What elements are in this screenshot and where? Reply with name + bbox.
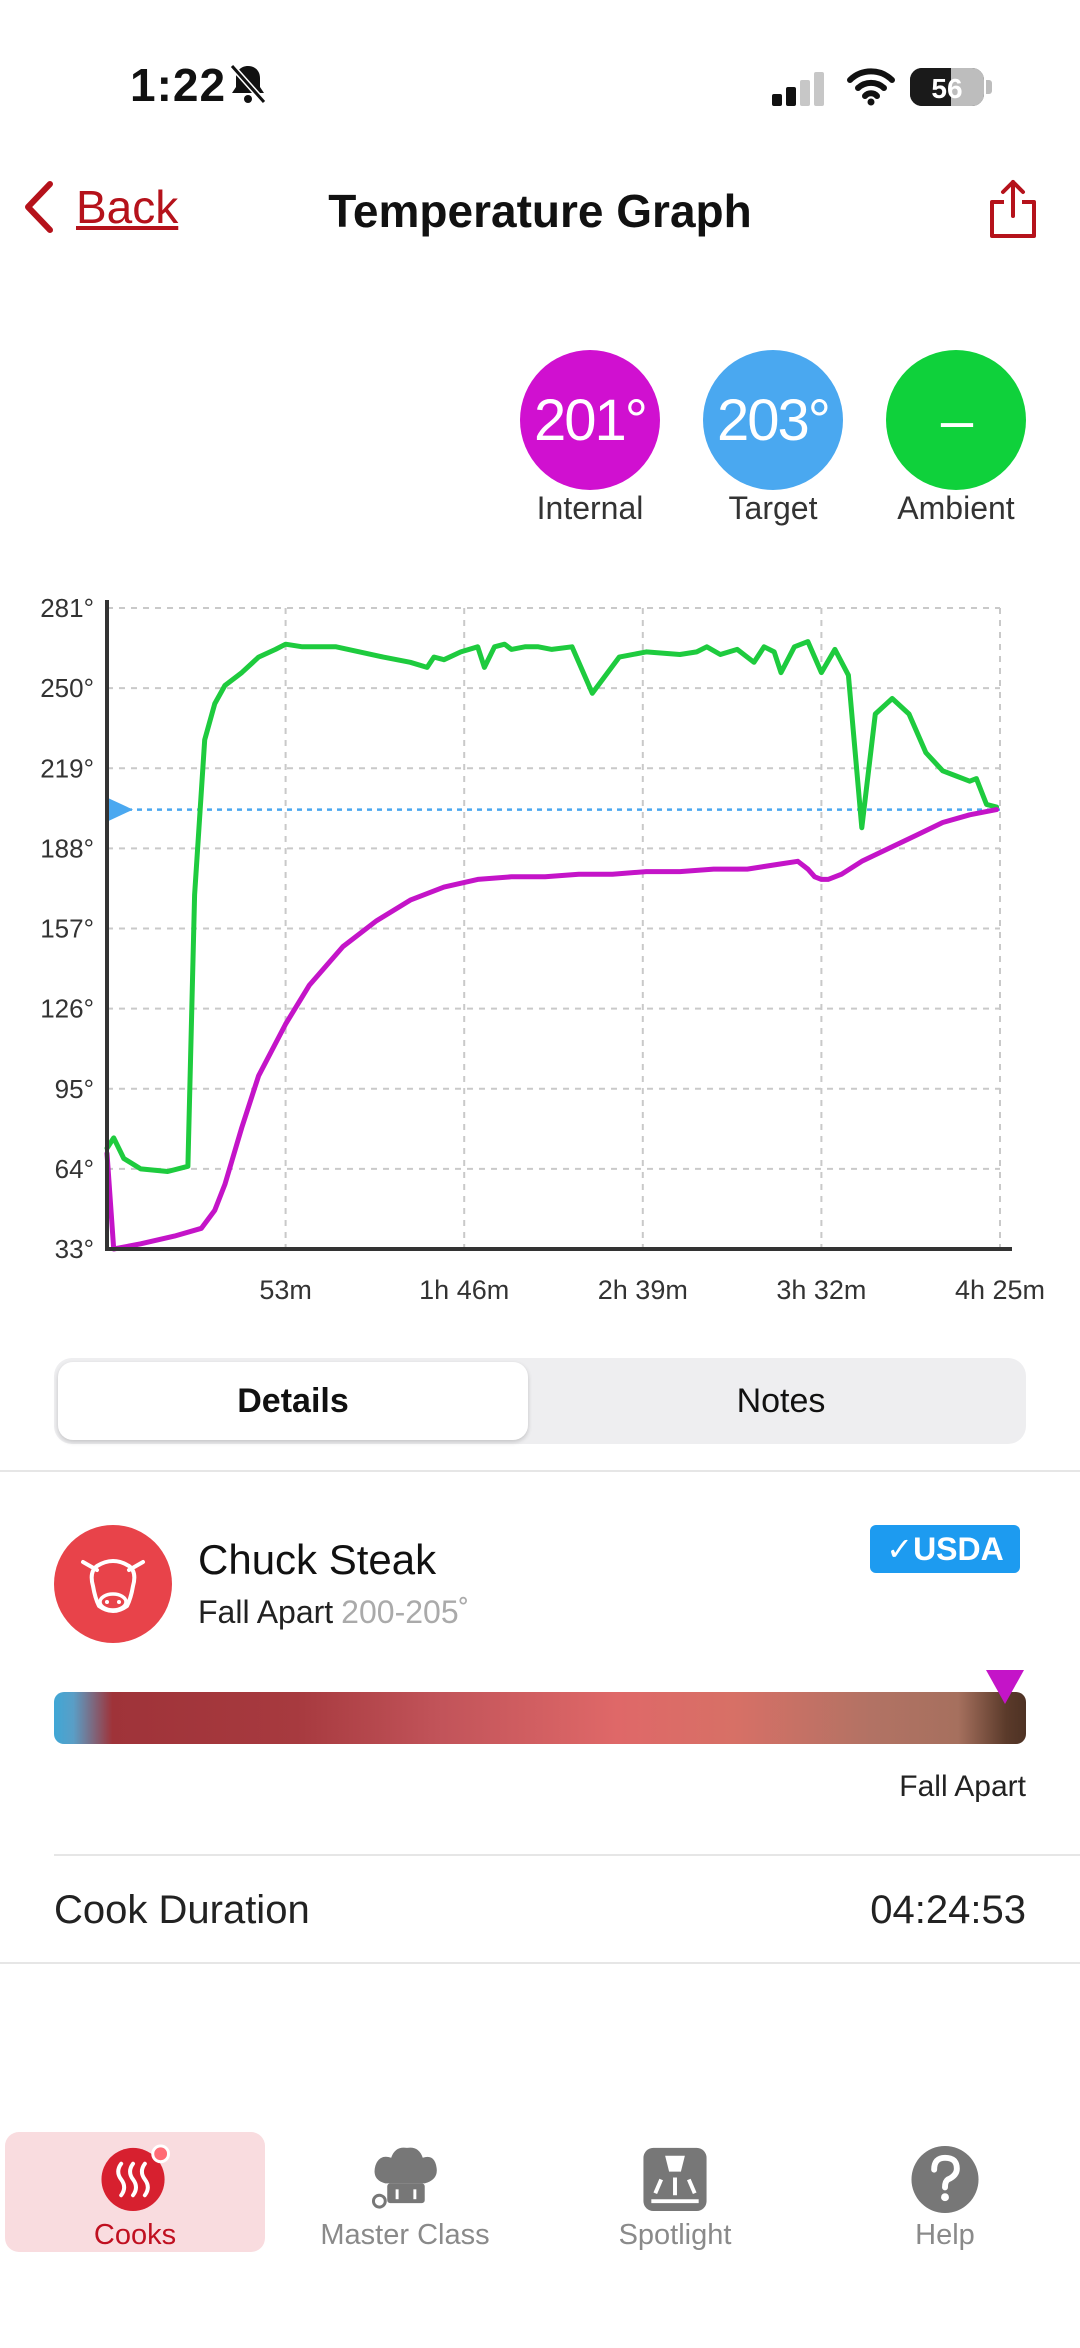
tabbar-spotlight-label: Spotlight [618, 2219, 732, 2251]
internal-temp-circle: 201° [520, 350, 660, 490]
divider [0, 1962, 1080, 1964]
y-tick-label: 188° [40, 833, 94, 863]
target-marker [105, 796, 133, 823]
temperature-chart: 281° 250° 219° 188° 157° 126° 95° 64° 33° 53m 1h … [40, 593, 1045, 1305]
x-tick-label: 53m [259, 1275, 312, 1305]
details-notes-segmented-control: Details Notes [54, 1358, 1026, 1444]
meat-name: Chuck Steak [198, 1536, 437, 1583]
back-label: Back [76, 181, 179, 233]
ambient-series-line [104, 639, 1000, 1174]
cook-duration-value: 04:24:53 [870, 1888, 1026, 1932]
internal-temp-value: 201° [534, 387, 648, 453]
y-tick-label: 281° [40, 593, 94, 623]
x-tick-label: 4h 25m [955, 1275, 1045, 1305]
y-tick-label: 219° [40, 753, 94, 783]
doneness-row: Fall Apart 200-205˚ [198, 1594, 469, 1631]
battery-cap [986, 80, 992, 94]
x-tick-label: 3h 32m [776, 1275, 866, 1305]
chevron-left-icon [25, 181, 53, 233]
back-button[interactable]: Back [22, 180, 178, 234]
y-tick-label: 33° [55, 1234, 94, 1264]
chart-grid [107, 607, 1001, 1249]
target-temp-value: 203° [717, 387, 831, 453]
doneness-label: Fall Apart [198, 1594, 334, 1630]
y-tick-label: 250° [40, 673, 94, 703]
battery-indicator: 56 [910, 68, 984, 106]
tabbar-master-class[interactable]: Master Class [275, 2132, 535, 2252]
wifi-icon [847, 68, 895, 106]
tabbar-cooks-label: Cooks [93, 2219, 177, 2251]
cellular-signal-icon [772, 72, 824, 106]
tabbar-master-class-label: Master Class [320, 2219, 490, 2251]
page-title: Temperature Graph [328, 185, 752, 237]
tabbar-spotlight[interactable]: Spotlight [545, 2132, 805, 2252]
ambient-temp-circle: – [886, 350, 1026, 490]
y-axis-ticks: 281° 250° 219° 188° 157° 126° 95° 64° 33° [40, 593, 94, 1264]
tabbar-help[interactable]: Help [815, 2132, 1075, 2252]
target-temp-label: Target [728, 490, 818, 526]
tab-notes[interactable]: Notes [736, 1381, 826, 1420]
meat-avatar [54, 1525, 172, 1643]
cow-icon [81, 1559, 145, 1613]
x-tick-label: 1h 46m [419, 1275, 509, 1305]
doneness-marker-label: Fall Apart [899, 1770, 1026, 1803]
battery-percentage: 56 [931, 73, 963, 104]
cook-duration-label: Cook Duration [54, 1888, 310, 1932]
internal-series-line [104, 807, 1000, 1252]
x-tick-label: 2h 39m [598, 1275, 688, 1305]
target-temp-circle: 203° [703, 350, 843, 490]
x-axis-ticks: 53m 1h 46m 2h 39m 3h 32m 4h 25m [259, 1275, 1045, 1305]
doneness-marker-icon [986, 1670, 1024, 1704]
usda-badge: ✓USDA [870, 1525, 1020, 1573]
target-line [105, 796, 1000, 823]
doneness-range: 200-205˚ [341, 1594, 470, 1630]
spotlight-icon [643, 2147, 707, 2212]
bell-slash-icon [229, 64, 267, 104]
ambient-temp-label: Ambient [897, 490, 1015, 526]
y-tick-label: 126° [40, 994, 94, 1024]
y-tick-label: 157° [40, 914, 94, 944]
chef-hat-icon [371, 2147, 437, 2209]
doneness-gradient-bar [54, 1692, 1026, 1744]
cooks-icon [101, 2144, 171, 2212]
help-icon [911, 2145, 979, 2213]
divider [54, 1854, 1080, 1856]
chart-series [104, 639, 1000, 1252]
ambient-temp-value: – [940, 387, 973, 453]
internal-temp-label: Internal [536, 490, 644, 526]
y-tick-label: 95° [55, 1074, 94, 1104]
share-icon[interactable] [986, 178, 1040, 240]
tabbar-cooks[interactable]: Cooks [5, 2132, 265, 2252]
status-time: 1:22 [130, 59, 227, 111]
y-tick-label: 64° [55, 1154, 94, 1184]
tab-details[interactable]: Details [58, 1362, 528, 1440]
divider [0, 1470, 1080, 1472]
tabbar-help-label: Help [915, 2219, 975, 2251]
